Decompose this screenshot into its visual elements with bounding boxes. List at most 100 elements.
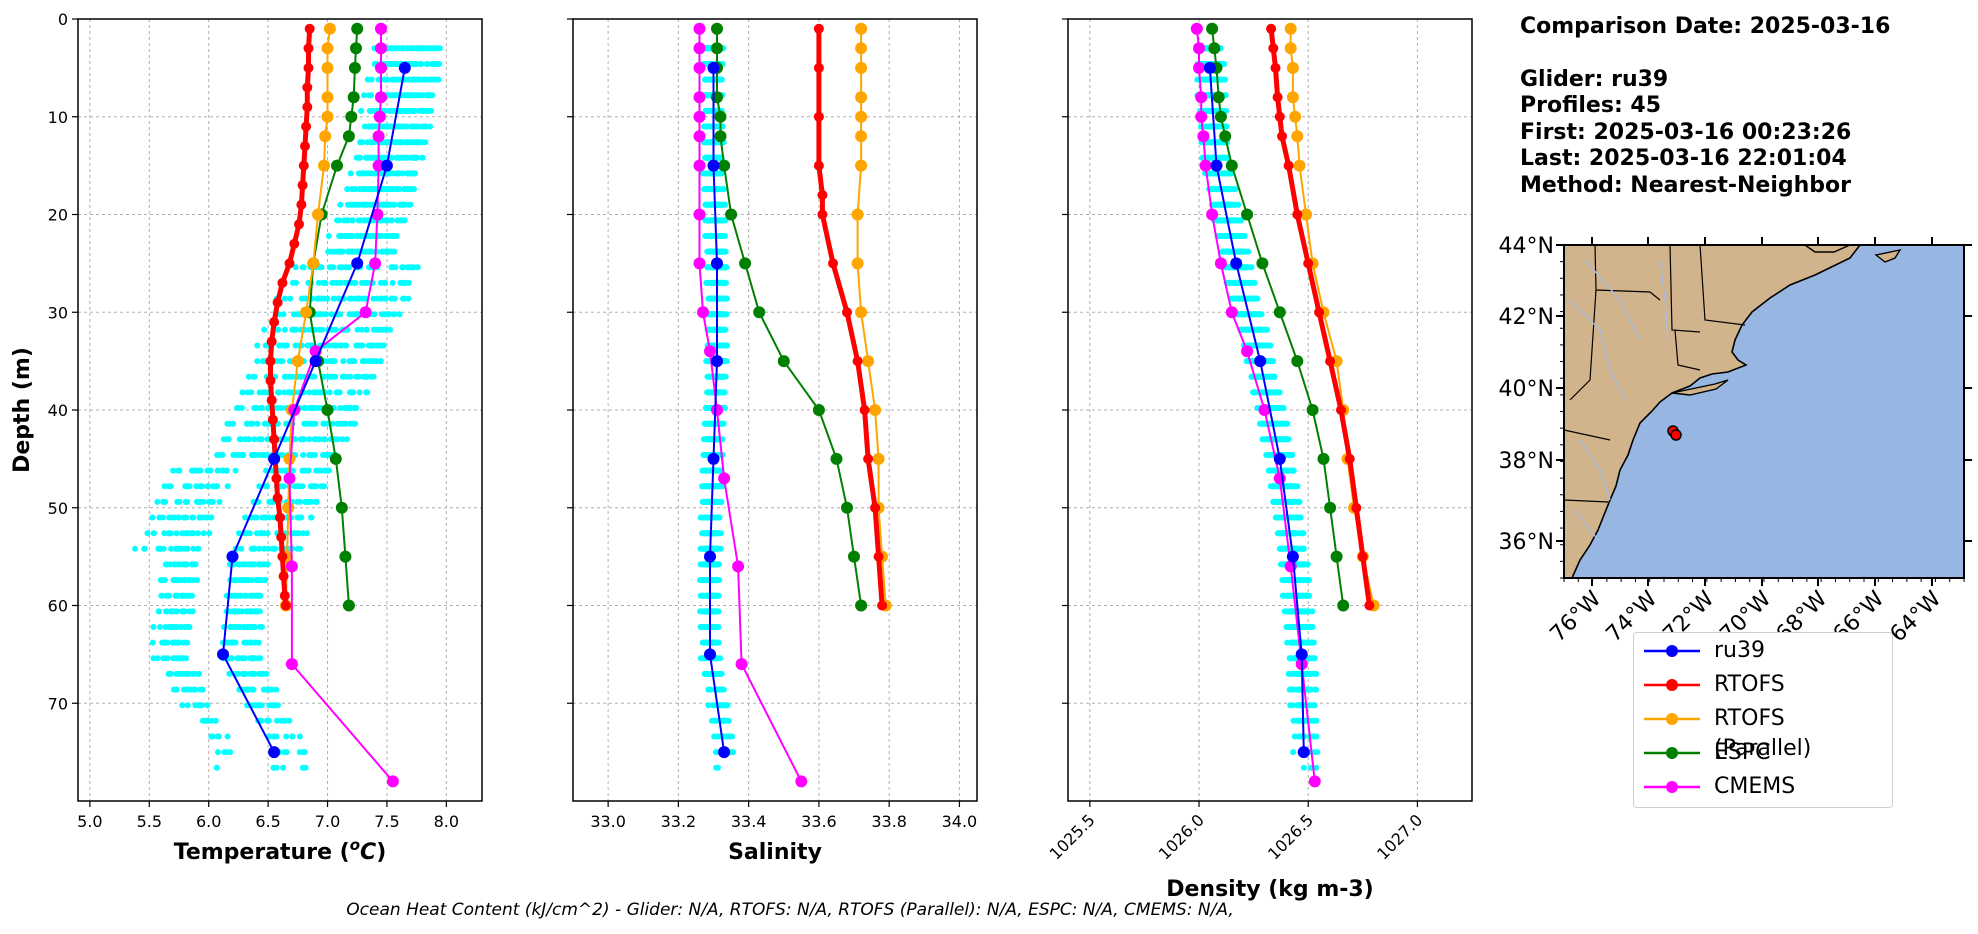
series-point (318, 159, 330, 172)
glider-point (323, 311, 330, 318)
glider-point (170, 577, 177, 584)
glider-point (404, 170, 411, 177)
glider-point (166, 530, 173, 537)
glider-point (258, 436, 265, 443)
glider-point (304, 342, 311, 349)
glider-point (181, 561, 188, 568)
glider-point (719, 420, 726, 427)
glider-point (303, 530, 310, 537)
glider-point (256, 545, 263, 552)
glider-point (396, 311, 403, 318)
glider-point (385, 201, 392, 208)
glider-point (204, 702, 211, 709)
glider-point (334, 217, 340, 224)
glider-point (290, 311, 297, 318)
series-point (303, 43, 314, 54)
glider-point (705, 686, 712, 693)
series-point (329, 452, 342, 465)
y-tick-label: 70 (48, 694, 68, 713)
glider-point (170, 467, 177, 474)
glider-point (154, 498, 161, 505)
glider-point (702, 186, 709, 193)
series-point (855, 110, 868, 123)
glider-point (717, 702, 724, 709)
glider-point (304, 498, 311, 505)
glider-point (382, 279, 389, 286)
glider-point (226, 670, 233, 677)
glider-point (181, 670, 187, 677)
glider-point (349, 217, 356, 224)
glider-point (239, 670, 246, 677)
series-point (297, 180, 308, 191)
glider-point (177, 545, 184, 552)
glider-point (313, 498, 320, 505)
glider-point (227, 749, 234, 756)
glider-point (704, 123, 711, 130)
glider-point (380, 123, 387, 130)
series-point (813, 111, 824, 122)
glider-point (720, 233, 727, 239)
glider-point (382, 295, 389, 302)
glider-point (185, 670, 192, 677)
glider-point (358, 279, 365, 286)
y-tick-label: 20 (48, 206, 68, 225)
glider-point (354, 326, 361, 333)
glider-point (426, 107, 433, 114)
glider-point (405, 295, 412, 302)
glider-point (337, 342, 344, 349)
glider-point (384, 233, 390, 239)
series-line (698, 28, 803, 782)
glider-point (224, 483, 231, 490)
glider-point (301, 749, 308, 756)
glider-point (204, 467, 211, 474)
glider-point (340, 217, 347, 224)
glider-point (388, 123, 395, 130)
glider-point (238, 545, 245, 552)
series-point (265, 375, 276, 386)
glider-point (212, 717, 219, 724)
glider-point (395, 170, 402, 177)
series-point (283, 472, 296, 485)
glider-point (190, 514, 197, 521)
glider-point (399, 45, 406, 52)
glider-point (435, 76, 442, 83)
series-point (693, 130, 706, 143)
series-point (265, 356, 276, 367)
series-point (718, 746, 731, 759)
glider-point (362, 373, 369, 380)
glider-point (723, 358, 730, 365)
glider-point (713, 170, 720, 177)
glider-point (258, 452, 265, 458)
glider-point (313, 483, 320, 490)
glider-point (166, 592, 173, 599)
glider-point (401, 295, 408, 302)
glider-point (408, 92, 415, 99)
glider-point (292, 264, 299, 271)
glider-point (162, 561, 169, 568)
glider-point (165, 670, 172, 677)
glider-point (718, 76, 725, 83)
glider-point (297, 545, 303, 552)
glider-point (252, 639, 259, 646)
glider-point (334, 420, 341, 427)
glider-point (214, 452, 221, 458)
glider-point (173, 639, 180, 646)
series-point (711, 355, 723, 368)
glider-point (378, 311, 385, 318)
series-point (830, 452, 843, 465)
glider-point (347, 420, 354, 427)
glider-point (151, 530, 157, 537)
series-point (813, 62, 824, 73)
series-line (709, 67, 726, 753)
series-point (398, 61, 411, 74)
glider-point (705, 702, 712, 709)
glider-point (329, 279, 336, 286)
glider-point (299, 295, 306, 302)
glider-point (162, 498, 169, 505)
glider-point (251, 655, 258, 662)
glider-point (424, 61, 431, 67)
glider-point (280, 311, 287, 318)
glider-point (352, 420, 359, 427)
glider-point (244, 608, 251, 615)
series-point (707, 159, 720, 172)
